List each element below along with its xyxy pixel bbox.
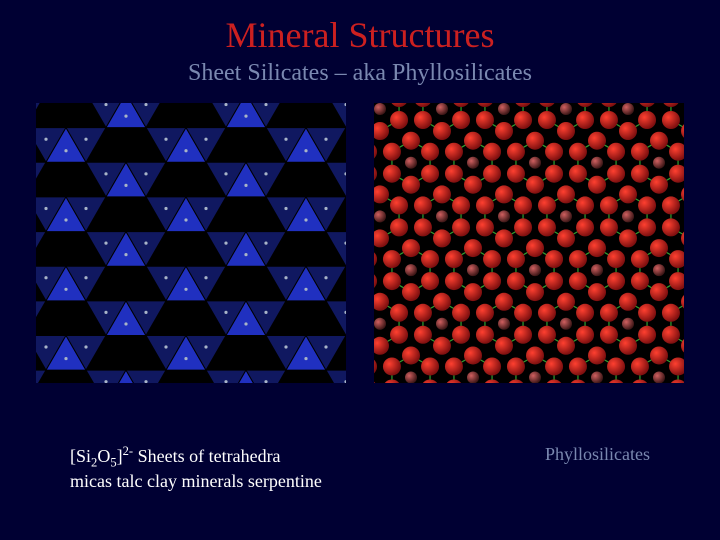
footer: [Si2O5]2- Sheets of tetrahedra micas tal…	[70, 444, 650, 492]
diagram-panels	[0, 103, 720, 383]
footer-right: Phyllosilicates	[545, 444, 650, 492]
ball-stick-diagram	[374, 103, 684, 383]
slide-subtitle: Sheet Silicates – aka Phyllosilicates	[0, 60, 720, 87]
footer-left: [Si2O5]2- Sheets of tetrahedra micas tal…	[70, 444, 322, 492]
formula-prefix: [Si	[70, 446, 91, 466]
formula-sup: 2-	[123, 444, 134, 458]
formula-mid: O	[97, 446, 110, 466]
tetrahedra-sheet-diagram	[36, 103, 346, 383]
minerals-line: micas talc clay minerals serpentine	[70, 471, 322, 492]
formula-line: [Si2O5]2- Sheets of tetrahedra	[70, 444, 322, 471]
slide-title: Mineral Structures	[0, 0, 720, 56]
formula-desc1: Sheets of tetrahedra	[133, 446, 280, 466]
